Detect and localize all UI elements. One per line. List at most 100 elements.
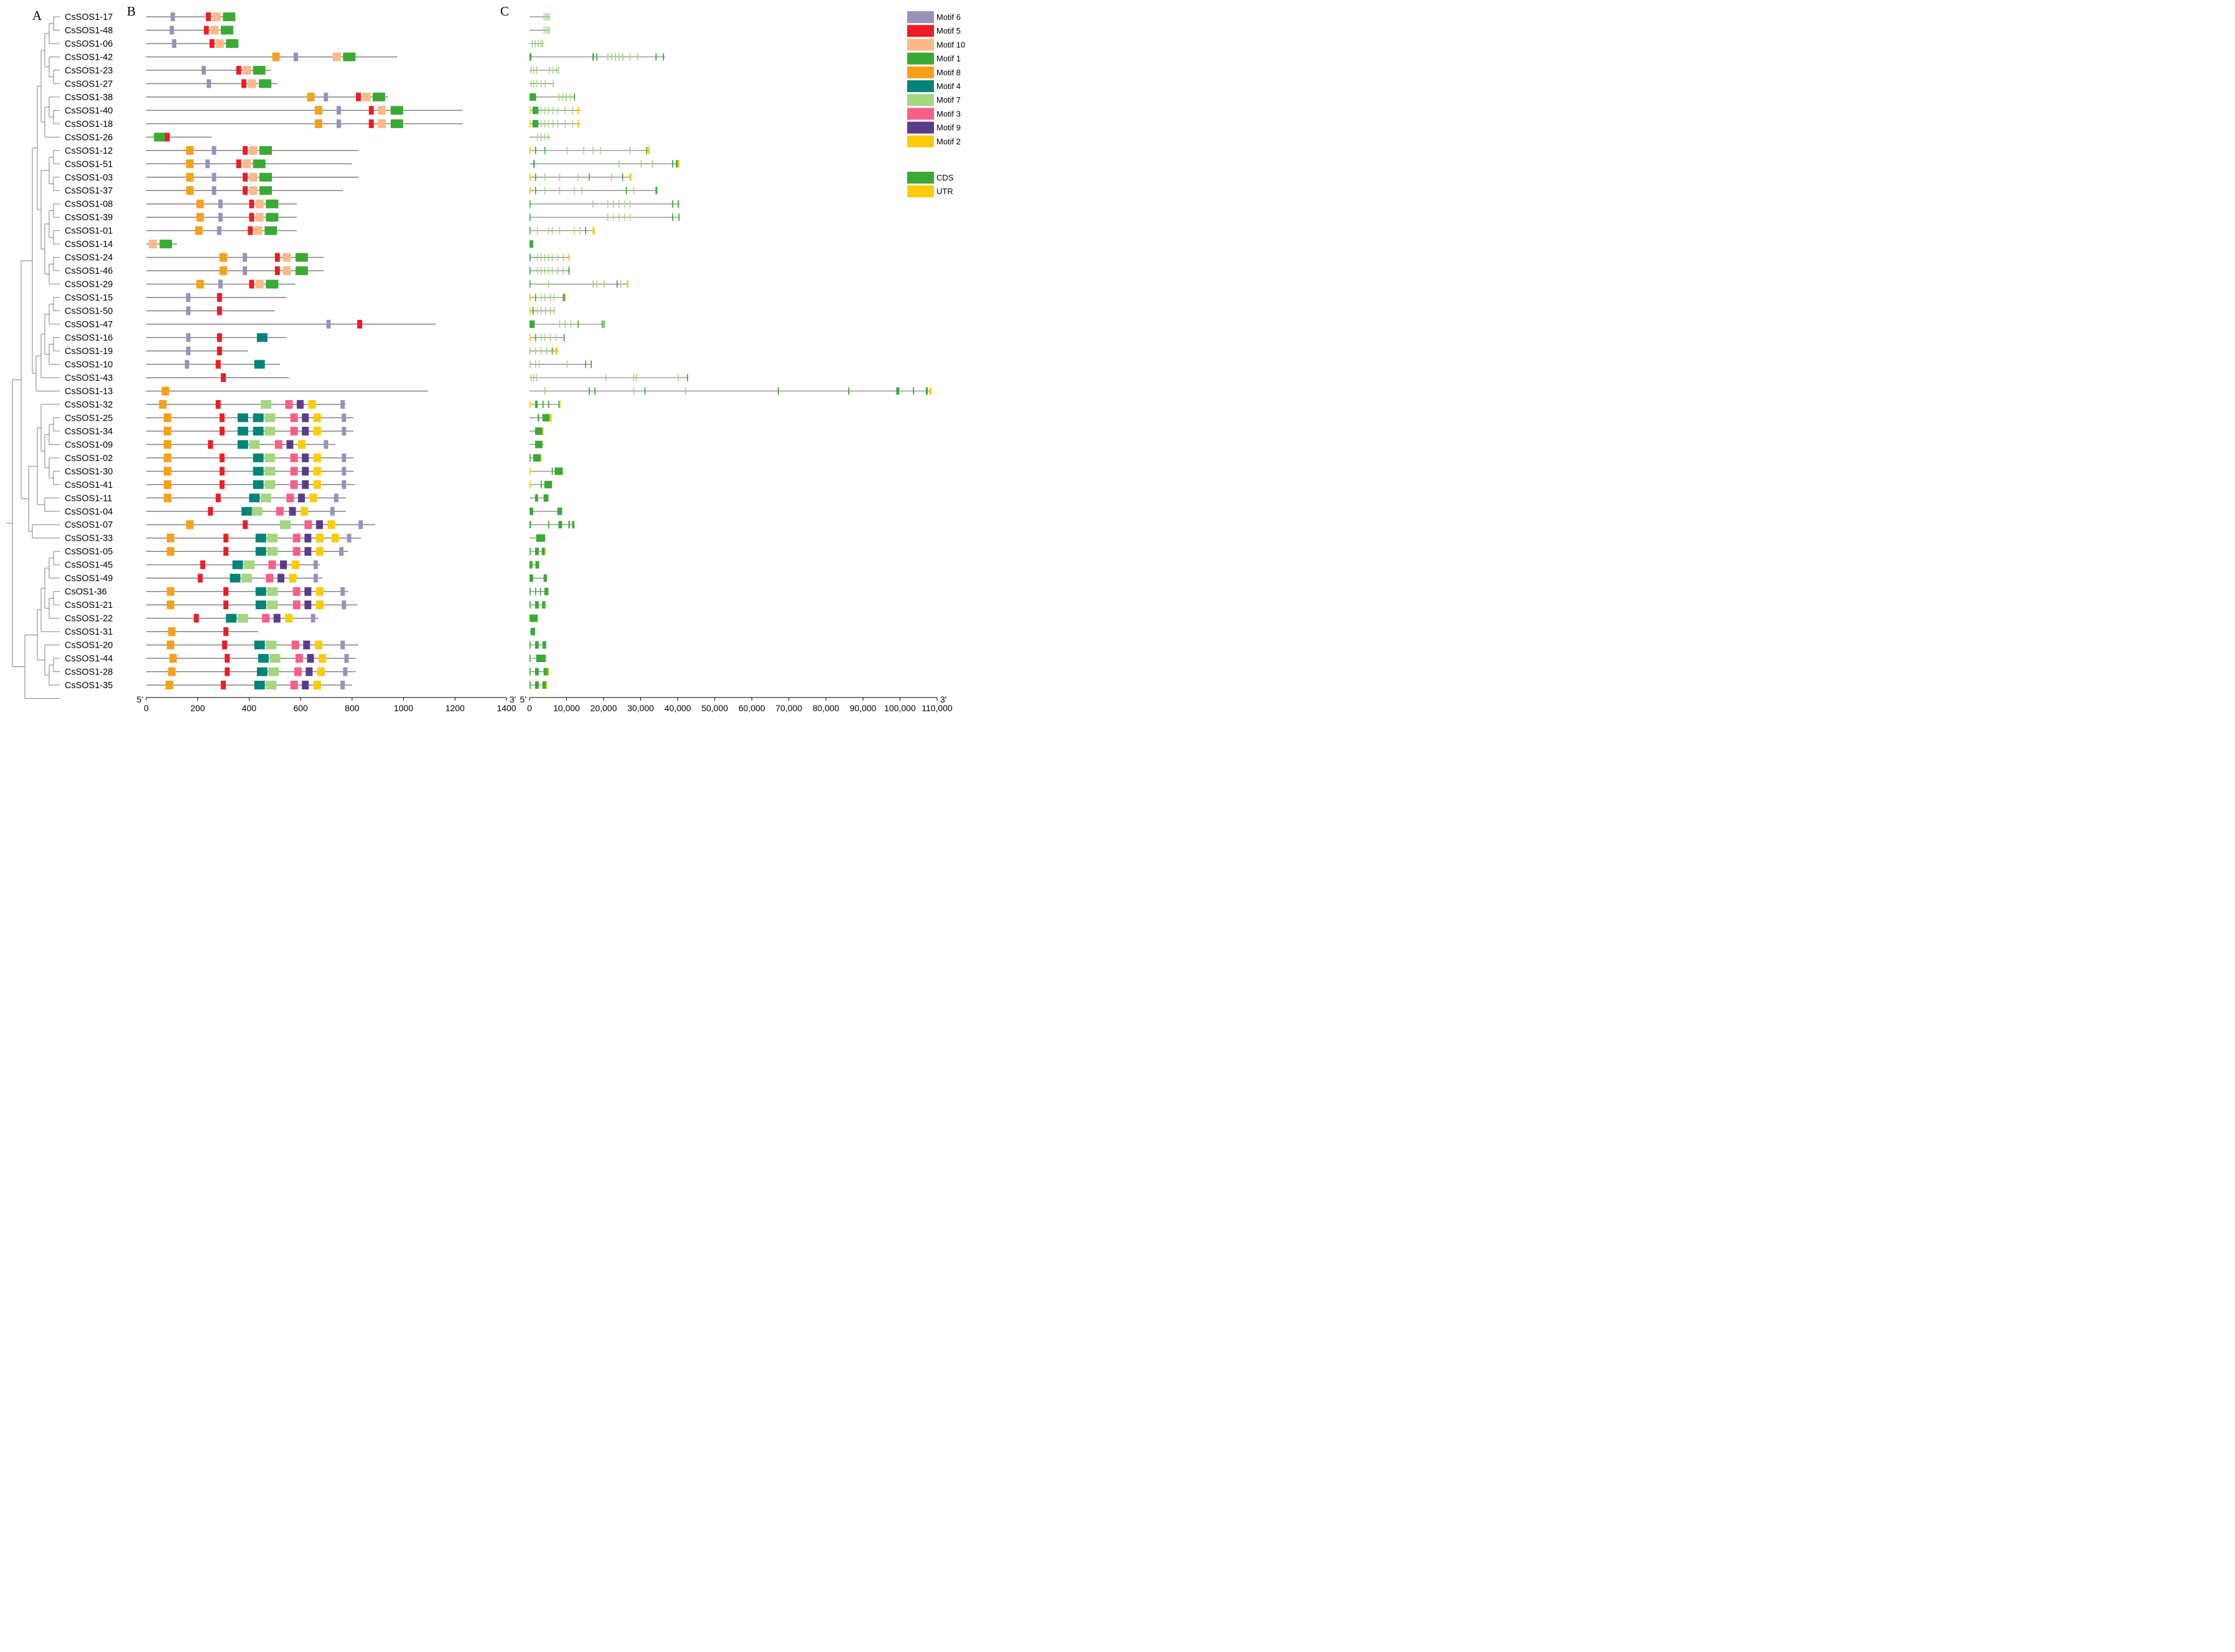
utr-segment [577,119,579,128]
motif-6-box [310,614,315,623]
motif-1-box [259,146,272,155]
motif-6-box [205,159,210,169]
cds-segment [678,213,680,222]
cds-segment [549,334,551,342]
utr-segment [540,454,542,462]
motif-1-box [295,253,308,262]
motif-6-box [186,306,191,315]
cds-segment [543,574,547,582]
motif-5-box [236,65,241,75]
motif-4-box [255,533,266,543]
motif-4-box [255,547,266,556]
cds-segment [562,253,564,261]
cds-segment [848,387,849,395]
cds-segment [536,655,546,663]
gene-labels: CsSOS1-17 CsSOS1-48 CsSOS1-06 CsSOS1-42 CsSO… [65,12,113,691]
motif-2-box [317,667,325,676]
cds-segment [544,80,546,88]
motif-7-box [264,413,276,422]
axis-start-label: 5' [520,694,526,704]
motif-7-box [269,654,281,663]
motif-3-box [294,667,302,676]
motif-8-box [167,640,175,650]
gene-label: CsSOS1-35 [65,681,113,691]
motif-6-box [217,226,222,235]
utr-segment [530,307,531,315]
cds-segment [530,253,531,261]
motif-9-box [304,533,312,543]
motif-2-box [314,640,322,650]
cds-segment [544,387,546,395]
gene-label: CsSOS1-37 [65,186,113,196]
motif-3-box [292,533,301,543]
legend-swatch [907,135,934,147]
cds-segment [542,641,546,649]
cds-segment [534,294,536,302]
cds-segment [558,93,560,101]
cds-segment [533,373,534,381]
cds-segment [552,106,554,114]
motif-5-box [164,133,170,142]
cds-segment [539,587,541,595]
motif-8-box [186,172,194,182]
motif-5-box [220,681,226,689]
phylogenetic-tree [6,16,60,699]
cds-segment [559,187,561,195]
motif-2-box [291,560,299,569]
cds-segment [600,146,601,154]
motif-5-box [217,293,222,302]
motif-6-box [344,654,349,663]
gene-label: CsSOS1-39 [65,213,113,223]
gene-label: CsSOS1-02 [65,454,113,464]
gene-structure-panel [530,13,932,689]
cds-segment [558,66,559,74]
motif-2-box [298,440,306,449]
motif-5-box [208,440,213,449]
cds-segment [549,307,551,315]
motif-10-box [282,253,291,262]
motif-1-box [390,106,403,115]
gene-label: CsSOS1-41 [65,480,113,490]
gene-label: CsSOS1-43 [65,373,113,383]
cds-segment [540,133,542,141]
cds-segment [548,26,550,34]
motif-10-box [255,199,264,208]
motif-6-box [337,119,342,128]
motif-5-box [197,574,203,583]
cds-segment [633,387,635,395]
cds-segment [553,307,555,315]
motif-6-box [358,520,363,530]
cds-segment [625,187,627,195]
cds-segment [530,360,531,368]
cds-segment [540,347,542,355]
cds-segment [618,213,620,222]
motif-6-box [201,65,206,75]
motif-6-box [340,681,345,689]
cds-segment [566,360,568,368]
motif-4-box [232,560,243,569]
motif-7-box [267,547,278,556]
cds-segment [596,53,597,61]
motif-7-box [280,520,291,530]
legend-swatch [907,52,934,65]
cds-segment [530,53,531,61]
utr-segment [542,427,544,435]
motif-1-box [220,26,233,35]
motif-4-box [253,453,264,462]
motif-4-box [256,333,268,342]
motif-7-box [244,560,255,569]
utr-segment [530,187,531,195]
panel-label-b: B [127,4,136,19]
legend-label: Motif 3 [936,109,961,118]
utr-segment [530,480,531,488]
motif-4-box [253,467,264,476]
motif-6-box [347,533,352,543]
cds-segment [548,253,549,261]
gene-label: CsSOS1-05 [65,547,113,557]
motif-8-box [168,627,176,637]
gene-label: CsSOS1-22 [65,614,113,624]
axis-tick-label: 110,000 [922,703,953,713]
motif-3-box [291,640,299,650]
motif-6-box [334,493,338,503]
utr-segment [530,146,531,154]
